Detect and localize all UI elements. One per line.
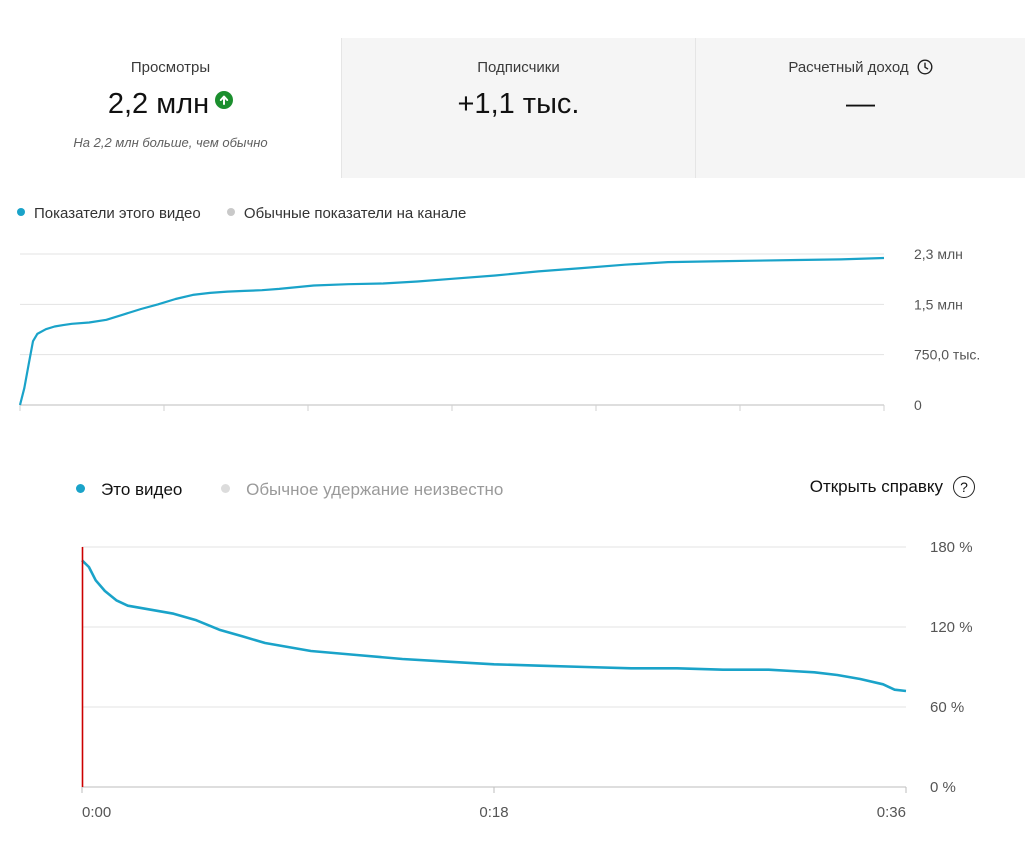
y-tick-label: 2,3 млн: [914, 246, 963, 262]
y-tick-label: 1,5 млн: [914, 296, 963, 312]
series-dot-muted: [221, 484, 231, 493]
y-tick-label: 0: [914, 397, 922, 413]
metric-tabs: Просмотры 2,2 млн На 2,2 млн больше, чем…: [0, 38, 1025, 178]
tab-views[interactable]: Просмотры 2,2 млн На 2,2 млн больше, чем…: [0, 38, 341, 178]
revenue-value: —: [846, 88, 875, 120]
clock-icon[interactable]: [917, 59, 933, 79]
arrow-up-icon: [215, 91, 234, 109]
legend-item-this-video: Показатели этого видео: [17, 205, 201, 222]
x-tick-label: 0:36: [877, 804, 906, 821]
views-label: Просмотры: [130, 59, 211, 76]
help-icon[interactable]: ?: [953, 476, 975, 498]
series-dot-muted: [226, 208, 235, 216]
views-value-text: 2,2 млн: [107, 88, 210, 120]
legend-item-typical-retention: Обычное удержание неизвестно: [221, 480, 503, 500]
subscribers-value: +1,1 тыс.: [457, 88, 580, 120]
legend-label-channel-typical: Обычные показатели на канале: [243, 205, 467, 222]
x-tick-label: 0:18: [479, 804, 508, 821]
retention-chart-legend: Это видео Обычное удержание неизвестно: [76, 480, 537, 500]
series-line-this-video: [18, 256, 885, 406]
views-note: На 2,2 млн больше, чем обычно: [73, 135, 268, 150]
y-tick-label: 750,0 тыс.: [914, 347, 980, 363]
series-line-this-video: [81, 559, 907, 693]
retention-chart: 180 % 120 % 60 % 0 % 0:00 0:18 0:36: [81, 539, 973, 821]
legend-label-this-video-2: Это видео: [101, 480, 183, 499]
help-link[interactable]: Открыть справку?: [810, 476, 975, 498]
views-chart-legend: Показатели этого видео Обычные показател…: [17, 205, 488, 222]
help-label: Открыть справку: [809, 477, 943, 496]
legend-label-this-video: Показатели этого видео: [34, 205, 201, 222]
revenue-label: Расчетный доход: [788, 59, 909, 76]
tab-subscribers[interactable]: Подписчики +1,1 тыс.: [341, 38, 695, 178]
y-tick-label: 60 %: [930, 699, 964, 716]
subscribers-label: Подписчики: [477, 59, 560, 76]
legend-item-channel-typical: Обычные показатели на канале: [226, 205, 467, 222]
x-tick-label: 0:00: [82, 804, 111, 821]
y-tick-label: 120 %: [930, 619, 973, 636]
y-tick-label: 180 %: [930, 539, 973, 556]
series-dot: [17, 208, 25, 216]
legend-item-this-video-2: Это видео: [76, 480, 182, 500]
revenue-label-row: Расчетный доход: [696, 59, 1025, 79]
series-dot: [76, 484, 85, 493]
views-chart: 2,3 млн 1,5 млн 750,0 тыс. 0: [18, 246, 980, 413]
legend-label-typical-retention: Обычное удержание неизвестно: [246, 480, 504, 499]
views-value: 2,2 млн: [0, 88, 341, 121]
y-tick-label: 0 %: [930, 779, 956, 796]
tab-revenue[interactable]: Расчетный доход —: [695, 38, 1025, 178]
